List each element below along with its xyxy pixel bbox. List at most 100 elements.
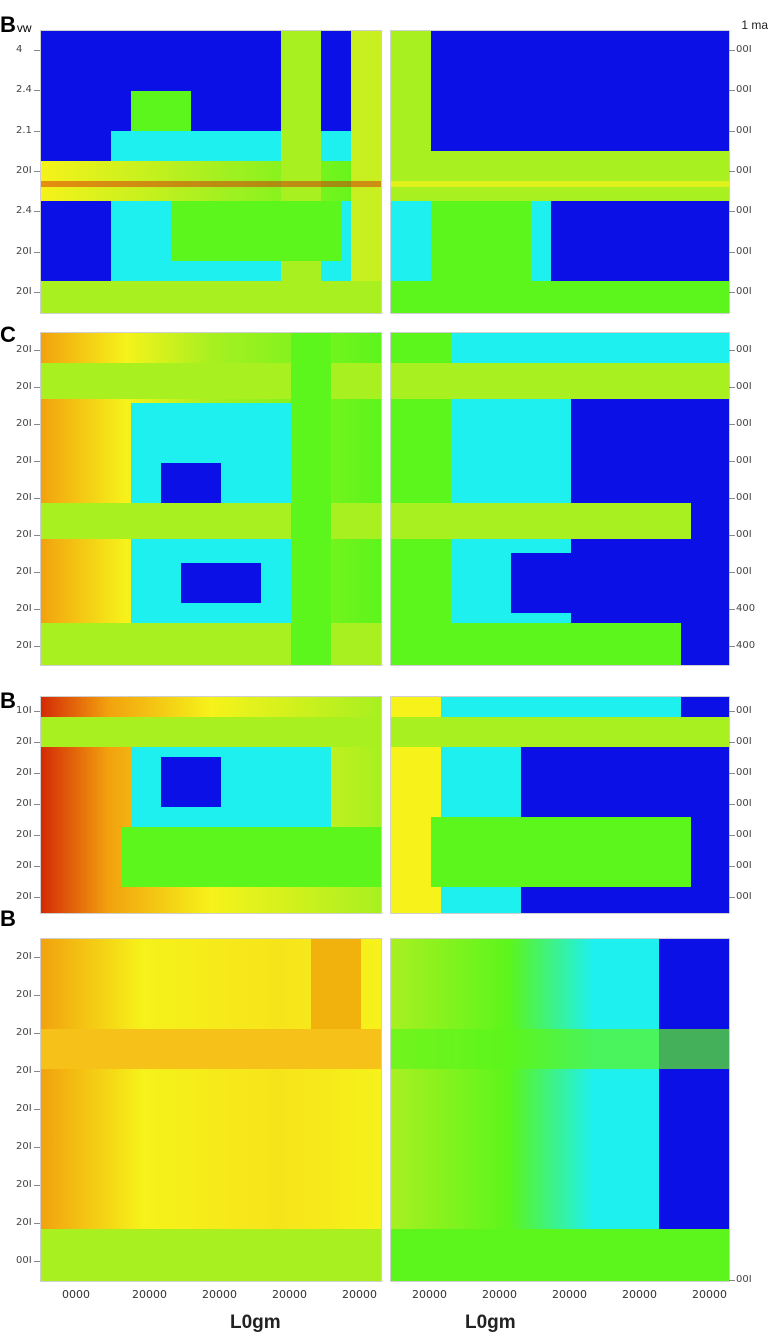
panel-label-top: Bvw	[0, 12, 32, 37]
tick-label-left: 20I	[16, 455, 32, 467]
tick-label-left: 20I	[16, 639, 32, 651]
tick-label-left: 20I	[16, 1217, 32, 1228]
tick-mark-left	[34, 1223, 40, 1224]
tick-mark-left	[34, 957, 40, 958]
x-axis-label-left: L0gm	[230, 1312, 281, 1333]
tick-mark-right	[729, 645, 735, 647]
tick-mark-right	[729, 50, 735, 52]
heatmap-third-left	[40, 696, 382, 914]
tick-mark-left	[34, 742, 40, 744]
heatmap-second-right	[390, 332, 730, 666]
tick-mark-left	[34, 1185, 40, 1186]
tick-label-left: 2.4	[16, 205, 32, 217]
tick-label-left: 20I	[16, 1027, 32, 1038]
tick-label-right: 00I	[736, 705, 752, 717]
tick-mark-right	[729, 571, 735, 573]
tick-mark-left	[34, 534, 40, 536]
tick-mark-left	[34, 171, 40, 172]
tick-mark-right	[729, 387, 735, 389]
x-tick-label: 20000	[412, 1288, 447, 1301]
tick-mark-left	[34, 773, 40, 775]
x-tick-label: 20000	[692, 1288, 727, 1301]
tick-mark-left	[34, 350, 40, 352]
tick-mark-left	[34, 896, 40, 898]
tick-mark-right	[729, 742, 735, 744]
x-tick-label: 0000	[62, 1288, 90, 1301]
tick-mark-left	[34, 1071, 40, 1072]
tick-mark-left	[34, 424, 40, 426]
tick-label-right: 00I	[736, 245, 752, 257]
tick-label-left: 20I	[16, 344, 32, 356]
tick-label-left: 20I	[16, 859, 32, 871]
tick-mark-right	[729, 350, 735, 352]
tick-label-right: 00I	[736, 890, 752, 902]
tick-mark-right	[729, 171, 735, 172]
tick-label-left: 20I	[16, 1103, 32, 1114]
x-tick-label: 20000	[272, 1288, 307, 1301]
tick-mark-left	[34, 995, 40, 996]
tick-label-left: 20I	[16, 492, 32, 503]
tick-mark-right	[729, 251, 735, 253]
tick-label-left: 20I	[16, 890, 32, 902]
tick-mark-right	[729, 424, 735, 426]
tick-label-left: 20I	[16, 285, 32, 297]
panel-label-third: B	[0, 688, 16, 713]
x-tick-label: 20000	[552, 1288, 587, 1301]
tick-label-right: 00I	[736, 418, 752, 430]
tick-label-right: 00I	[736, 736, 752, 748]
tick-mark-left	[34, 1109, 40, 1110]
panel-label-fourth: B	[0, 906, 16, 931]
tick-mark-left	[34, 130, 40, 132]
heatmap-top-right	[390, 30, 730, 314]
tick-mark-left	[34, 387, 40, 389]
tick-mark-left	[34, 1261, 40, 1262]
tick-label-left: 2.4	[16, 84, 32, 96]
tick-label-left: 20I	[16, 565, 32, 577]
x-tick-label: 20000	[342, 1288, 377, 1301]
tick-label-right: 00I	[736, 1274, 752, 1285]
tick-label-left: 20I	[16, 381, 32, 393]
tick-mark-left	[34, 498, 40, 499]
panel-label-second: C	[0, 322, 16, 347]
tick-label-left: 4	[16, 44, 23, 56]
tick-mark-left	[34, 90, 40, 92]
heatmap-top-left	[40, 30, 382, 314]
tick-label-left: 20I	[16, 798, 32, 809]
tick-mark-left	[34, 608, 40, 610]
tick-mark-right	[729, 896, 735, 898]
tick-label-right: 400	[736, 639, 756, 651]
heatmap-third-right	[390, 696, 730, 914]
tick-mark-left	[34, 461, 40, 463]
tick-mark-right	[729, 865, 735, 867]
tick-mark-left	[34, 1147, 40, 1148]
tick-label-right: 00I	[736, 859, 752, 871]
x-tick-label: 20000	[132, 1288, 167, 1301]
tick-mark-left	[34, 804, 40, 805]
tick-label-right: 00I	[736, 492, 752, 503]
tick-label-right: 00I	[736, 165, 752, 176]
tick-label-left: 20I	[16, 602, 32, 614]
tick-label-right: 00I	[736, 285, 752, 297]
heatmap-fourth-right	[390, 938, 730, 1282]
tick-label-right: 00I	[736, 124, 752, 136]
tick-label-right: 00I	[736, 528, 752, 540]
x-axis-label-right: L0gm	[465, 1312, 516, 1333]
tick-mark-left	[34, 291, 40, 293]
tick-mark-left	[34, 865, 40, 867]
tick-label-left: 00I	[16, 1255, 32, 1266]
tick-mark-right	[729, 534, 735, 536]
tick-label-left: 20I	[16, 989, 32, 1000]
tick-label-right: 00I	[736, 344, 752, 356]
tick-mark-left	[34, 571, 40, 573]
tick-label-left: 10I	[16, 705, 32, 717]
tick-label-left: 20I	[16, 165, 32, 176]
tick-label-right: 00I	[736, 44, 752, 56]
tick-label-right: 00I	[736, 798, 752, 809]
tick-mark-right	[729, 291, 735, 293]
tick-label-left: 2.1	[16, 124, 32, 136]
x-tick-label: 20000	[202, 1288, 237, 1301]
tick-label-right: 00I	[736, 828, 752, 840]
tick-label-left: 20I	[16, 736, 32, 748]
heatmap-fourth-left	[40, 938, 382, 1282]
tick-label-right: 00I	[736, 381, 752, 393]
